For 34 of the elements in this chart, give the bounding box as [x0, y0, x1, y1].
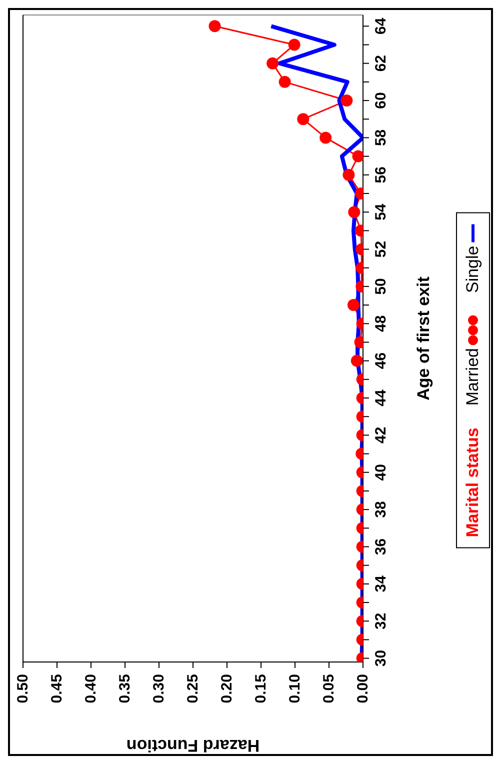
y-tick-label: 34: [372, 574, 390, 592]
y-tick-label: 40: [372, 464, 390, 481]
y-tick-label: 46: [372, 352, 390, 370]
x-tick-label: 0.30: [150, 674, 168, 704]
x-tick-label: 0.45: [48, 674, 66, 704]
legend-label: Married: [463, 348, 483, 406]
y-tick-label: 56: [372, 166, 390, 184]
y-tick-label: 38: [372, 501, 390, 518]
y-tick-label: 62: [372, 54, 390, 72]
y-axis-title: Age of first exit: [414, 276, 434, 400]
y-tick-label: 50: [372, 278, 390, 295]
y-tick-label: 54: [372, 203, 390, 220]
x-tick-label: 0.10: [286, 674, 304, 704]
y-tick-label: 58: [372, 129, 390, 146]
x-tick-label: 0.50: [14, 674, 32, 704]
x-tick-label: 0.15: [252, 674, 270, 704]
legend-title: Marital status: [463, 428, 483, 538]
y-tick-label: 48: [372, 315, 390, 332]
x-tick-label: 0.00: [354, 674, 372, 704]
y-tick-label: 42: [372, 426, 390, 444]
x-tick-label: 0.05: [320, 674, 338, 704]
x-tick-label: 0.25: [184, 674, 202, 704]
y-tick-label: 60: [372, 92, 390, 109]
y-tick-label: 36: [372, 538, 390, 556]
y-tick-label: 52: [372, 240, 390, 258]
x-tick-label: 0.20: [218, 674, 236, 704]
y-tick-label: 64: [372, 17, 390, 34]
x-axis-title: Hazard Function: [126, 736, 260, 755]
y-tick-label: 32: [372, 612, 390, 630]
x-tick-label: 0.35: [116, 674, 134, 704]
x-tick-label: 0.40: [82, 674, 100, 704]
y-tick-label: 30: [372, 650, 390, 667]
y-tick-label: 44: [372, 388, 390, 406]
legend-label: Single: [463, 246, 483, 294]
